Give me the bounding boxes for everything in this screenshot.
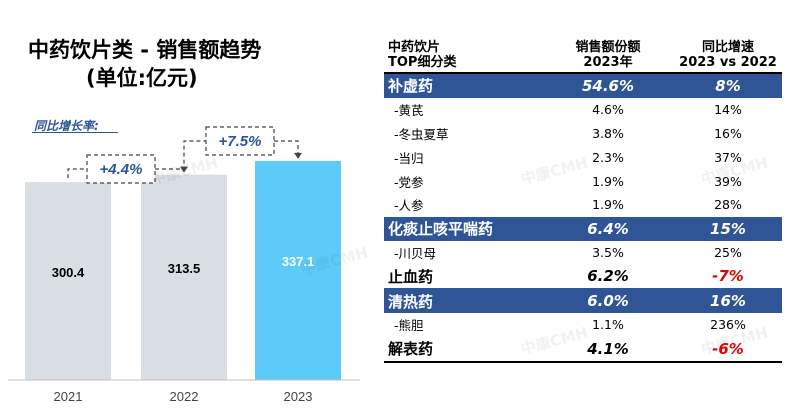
table-row: 解表药 4.1% -6% bbox=[384, 337, 782, 362]
share-value: 6.0% bbox=[542, 288, 674, 313]
segment-name: -川贝母 bbox=[394, 245, 437, 261]
segment-name: 化痰止咳平喘药 bbox=[384, 216, 542, 241]
table-row: -川贝母 3.5% 25% bbox=[384, 241, 782, 265]
growth-value: 14% bbox=[714, 102, 742, 118]
segment-name: -人参 bbox=[394, 198, 424, 214]
growth-value: 236% bbox=[710, 317, 746, 333]
table-row: 补虚药 54.6% 8% bbox=[384, 73, 782, 98]
bar bbox=[141, 174, 227, 380]
segment-name: 补虚药 bbox=[384, 73, 542, 98]
header-growth-line2: 2023 vs 2022 bbox=[679, 55, 777, 70]
header-segment-line1: 中药饮片 bbox=[388, 40, 441, 55]
segment-name: -党参 bbox=[394, 174, 424, 190]
table-row: 止血药 6.2% -7% bbox=[384, 264, 782, 289]
segment-name: 解表药 bbox=[388, 340, 434, 359]
segment-table: 中药饮片 TOP细分类 销售额份额 2023年 同比增速 2023 vs 202… bbox=[384, 34, 782, 363]
share-value: 1.9% bbox=[592, 197, 624, 213]
growth-value: 16% bbox=[674, 288, 782, 313]
share-value: 54.6% bbox=[542, 73, 674, 98]
share-value: 4.6% bbox=[592, 102, 624, 118]
bar-value-label: 313.5 bbox=[168, 261, 201, 276]
growth-annotation: +4.4% bbox=[100, 161, 143, 178]
share-value: 3.8% bbox=[592, 125, 624, 141]
title-line-2: (单位:亿元) bbox=[86, 66, 198, 90]
table-row: -黄芪 4.6% 14% bbox=[384, 98, 782, 122]
header-growth: 同比增速 2023 vs 2022 bbox=[674, 34, 782, 73]
segment-name: -冬虫夏草 bbox=[394, 126, 449, 142]
header-segment: 中药饮片 TOP细分类 bbox=[384, 34, 542, 73]
chart-title: 中药饮片类 - 销售额趋势 (单位:亿元) bbox=[28, 36, 328, 92]
growth-value: -7% bbox=[712, 267, 744, 286]
growth-value: 37% bbox=[714, 149, 742, 165]
growth-rate-label: 同比增长率: bbox=[34, 119, 99, 133]
segment-name: 清热药 bbox=[384, 288, 542, 313]
table-header-row: 中药饮片 TOP细分类 销售额份额 2023年 同比增速 2023 vs 202… bbox=[384, 34, 782, 73]
segment-name: -熊胆 bbox=[394, 318, 424, 334]
growth-box bbox=[205, 126, 275, 156]
table-row: 清热药 6.0% 16% bbox=[384, 288, 782, 313]
title-line-1: 中药饮片类 - 销售额趋势 bbox=[28, 38, 262, 62]
segment-name: -黄芪 bbox=[394, 103, 424, 119]
sales-bar-chart: 300.4 2021 313.5 2022 337.1 2023 +4.4% +7.5% bbox=[8, 126, 360, 404]
growth-value: 15% bbox=[674, 216, 782, 241]
table-row: -人参 1.9% 28% bbox=[384, 193, 782, 217]
share-value: 1.1% bbox=[592, 317, 624, 333]
share-value: 6.4% bbox=[542, 216, 674, 241]
x-tick-label: 2023 bbox=[284, 389, 313, 404]
growth-connector bbox=[274, 140, 299, 155]
header-share: 销售额份额 2023年 bbox=[542, 34, 674, 73]
growth-connector bbox=[67, 168, 87, 179]
growth-value: 28% bbox=[714, 197, 742, 213]
header-share-line1: 销售额份额 bbox=[575, 40, 641, 55]
share-value: 1.9% bbox=[592, 173, 624, 189]
segment-name: 止血药 bbox=[388, 267, 434, 286]
share-value: 4.1% bbox=[587, 339, 629, 358]
table-row: -冬虫夏草 3.8% 16% bbox=[384, 122, 782, 146]
header-share-line2: 2023年 bbox=[583, 55, 633, 70]
segment-name: -当归 bbox=[394, 150, 424, 166]
growth-connector bbox=[183, 140, 206, 171]
x-tick-label: 2022 bbox=[170, 389, 199, 404]
growth-label-underline bbox=[32, 132, 118, 133]
growth-value: 39% bbox=[714, 173, 742, 189]
share-value: 2.3% bbox=[592, 149, 624, 165]
header-growth-line1: 同比增速 bbox=[701, 40, 754, 55]
table-row: -当归 2.3% 37% bbox=[384, 145, 782, 169]
bar-value-label: 300.4 bbox=[52, 265, 85, 280]
x-tick-label: 2021 bbox=[54, 389, 83, 404]
growth-value: 8% bbox=[674, 73, 782, 98]
growth-value: 16% bbox=[714, 125, 742, 141]
table-row: -党参 1.9% 39% bbox=[384, 169, 782, 193]
bar-value-label: 337.1 bbox=[282, 254, 315, 269]
growth-value: 25% bbox=[714, 244, 742, 260]
bar bbox=[25, 182, 111, 380]
table-row: -熊胆 1.1% 236% bbox=[384, 313, 782, 337]
growth-box bbox=[86, 154, 156, 184]
growth-value: -6% bbox=[712, 339, 744, 358]
header-segment-line2: TOP细分类 bbox=[388, 55, 457, 70]
arrow-head-icon bbox=[294, 152, 302, 159]
growth-annotation: +7.5% bbox=[219, 133, 262, 150]
table-row: 化痰止咳平喘药 6.4% 15% bbox=[384, 216, 782, 241]
share-value: 6.2% bbox=[587, 267, 629, 286]
bar bbox=[255, 160, 341, 380]
share-value: 3.5% bbox=[592, 244, 624, 260]
